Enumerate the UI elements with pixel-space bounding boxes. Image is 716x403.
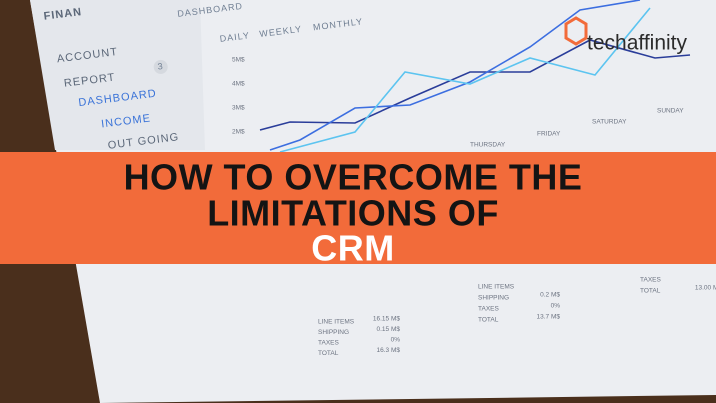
day-label: THURSDAY (470, 142, 506, 149)
day-label: FRIDAY (537, 131, 561, 138)
axis-label: 4M$ (232, 81, 245, 88)
summary-label: LINE ITEMS (318, 319, 355, 326)
chart-lines (259, 0, 691, 153)
summary-value: 0% (551, 303, 561, 310)
summary-label: TOTAL (478, 317, 499, 324)
day-label: SATURDAY (592, 119, 627, 126)
line-blue (269, 0, 641, 151)
summary-label: TAXES (478, 306, 499, 313)
headline-line: CRM (311, 228, 394, 269)
headline-line: LIMITATIONS OF (207, 193, 499, 234)
axis-label: 5M$ (232, 57, 245, 64)
logo-text: techaffinity (587, 32, 688, 55)
axis-label: 3M$ (232, 105, 245, 112)
sidebar (30, 0, 205, 150)
headline-band (0, 152, 716, 264)
summary-value: 0% (391, 337, 401, 344)
summary-label: TOTAL (318, 350, 339, 357)
flat-text: 5M$ 4M$ 3M$ 2M$ THURSDAY FRIDAY SATURDAY SUNDAY… (232, 57, 716, 357)
tab: DAILY (219, 30, 250, 44)
badge-count: 3 (157, 61, 164, 72)
axis-label: 2M$ (232, 129, 245, 136)
panel-title: FINAN (43, 6, 83, 23)
logo: techaffinity (564, 16, 688, 55)
day-label: SUNDAY (657, 108, 684, 115)
badge (153, 59, 168, 74)
summary-value: 16.15 M$ (373, 316, 400, 323)
summary-value: 0.2 M$ (540, 292, 560, 299)
summary-label: TAXES (640, 277, 661, 284)
logo-icon (564, 16, 588, 46)
headline-line: HOW TO OVERCOME THE (124, 157, 583, 198)
summary-label: SHIPPING (318, 329, 349, 336)
summary-label: LINE ITEMS (478, 284, 515, 291)
summary-value: 16.3 M$ (377, 347, 401, 354)
line-dark (259, 39, 691, 131)
summary-label: TAXES (318, 340, 339, 347)
line-light (279, 7, 651, 153)
summary-value: 13.00 M$ (695, 285, 716, 292)
summary-label: TOTAL (640, 288, 661, 295)
summary-value: 0.15 M$ (377, 326, 401, 333)
summary-value: 13.7 M$ (537, 314, 561, 321)
summary-label: SHIPPING (478, 295, 509, 302)
